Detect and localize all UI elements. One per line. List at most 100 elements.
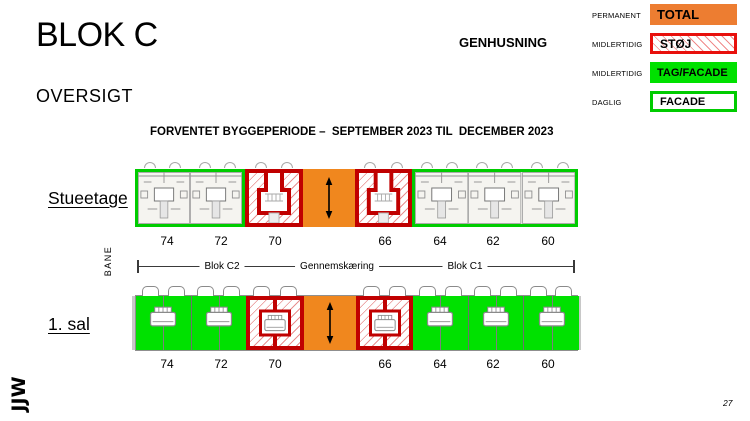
floorplan-unit [524,296,579,350]
stair-icon [373,314,396,332]
dim-label-blok-c2: Blok C2 [199,261,245,272]
roof-dormer-tab [475,162,488,168]
unit-number: 72 [214,234,228,248]
stair-house-icon [482,306,510,332]
stair-house-icon [205,306,232,332]
unit-number: 66 [378,234,392,248]
roof-dormer-tab [224,162,237,168]
dim-label-blok-c1: Blok C1 [442,261,488,272]
first-unit-numbers: 74 72 70 66 64 62 60 [135,357,578,371]
roof-dormer-tab [446,162,459,168]
roof-dormer-tab [169,162,182,168]
stair-house-icon [538,306,565,332]
page-number: 27 [723,398,733,408]
genhusning-heading: GENHUSNING [459,35,548,50]
ground-unit-floorplan [138,172,190,224]
ground-unit-floorplan [521,172,575,224]
unit-number: 62 [486,234,500,248]
floorplan-unit [415,172,469,224]
roof-dormer-tab [167,286,185,296]
stair-icon [150,306,177,327]
first-section-tagfacade-left [136,296,246,350]
legend-swatch-stoj: STØJ [650,33,737,54]
stair-house-icon [427,306,454,332]
floorplan-unit [469,296,525,350]
roof-dormer-tab [531,162,544,168]
stair-core-box [259,309,291,337]
roof-dormer-tab [254,162,267,168]
floorplan-unit [521,172,575,224]
stair-icon [264,314,286,332]
unit-number: 70 [268,234,282,248]
floorplan-unit [413,296,469,350]
roof-dormer-tab [198,162,211,168]
unit-number: 60 [541,357,555,371]
legend-term-daglig: DAGLIG [592,98,622,107]
jjw-logo: JJW [8,376,30,412]
first-section-tagfacade-right [413,296,579,350]
stair-shaft-wall [382,300,387,310]
ground-section-facade-left [135,169,245,227]
slide-title: BLOK C [36,16,158,54]
roof-dormer-tab [501,162,514,168]
legend-term-midlertidig-1: MIDLERTIDIG [592,40,643,49]
floorplan-unit [468,172,522,224]
roof-dormer-tab [197,286,215,296]
ground-floor-plan [135,162,578,227]
ground-section-total-cut [303,169,355,227]
legend-term-permanent: PERMANENT [592,11,641,20]
unit-number: 64 [433,357,447,371]
cut-direction-arrow-icon [326,302,334,344]
unit-number: 74 [160,234,174,248]
ground-section-stoj-70 [245,169,303,227]
roof-dormer-tab [143,162,156,168]
roof-dormer-tab [281,162,294,168]
ground-unit-numbers: 74 72 70 66 64 62 60 [135,234,578,248]
unit-number: 70 [268,357,282,371]
roof-dormer-tab [420,162,433,168]
first-section-stoj-66 [356,296,413,350]
unit-number: 60 [541,234,555,248]
unit-number: 66 [378,357,392,371]
stair-icon [538,306,565,327]
stair-house-icon [150,306,177,332]
roof-dormer-tab [222,286,240,296]
ground-section-facade-right [412,169,578,227]
stair-shaft-wall [382,336,387,346]
ground-section-stoj-66 [355,169,412,227]
first-section-total-cut [304,296,356,350]
first-floor-plan [135,286,579,351]
first-section-stoj-70 [246,296,304,350]
roof-dormer-tab [362,286,380,296]
unit-number: 72 [214,357,228,371]
roof-dormer-tab [253,286,271,296]
slide-subtitle: OVERSIGT [36,86,134,106]
roof-dormer-tab [279,286,297,296]
legend-swatch-facade: FACADE [650,91,737,112]
legend-swatch-total: TOTAL [650,4,737,25]
roof-dormer-tab [364,162,377,168]
roof-dormer-tab [142,286,160,296]
roof-dormer-tab [390,162,403,168]
stair-core [257,173,291,224]
floorplan-unit [138,172,190,224]
unit-number: 64 [433,234,447,248]
cut-direction-arrow-icon [325,177,333,219]
stair-shaft-wall [273,336,277,346]
floor-label-stueetage: Stueetage [48,188,128,208]
floorplan-unit [192,296,247,350]
floorplan-unit [190,172,242,224]
roof-dormer-tab [499,286,517,296]
roof-dormer-tab [556,162,569,168]
dimension-line: Blok C2 Gennemskæring Blok C1 [137,259,575,274]
roof-dormer-tab [389,286,407,296]
dimension-tick-left [137,260,139,273]
ground-unit-floorplan [190,172,242,224]
floorplan-unit [136,296,192,350]
dim-label-gennemskaering: Gennemskæring [295,261,379,272]
roof-dormer-tab [529,286,547,296]
roof-dormer-tab [474,286,492,296]
roof-dormer-tab [444,286,462,296]
ground-unit-floorplan [468,172,522,224]
